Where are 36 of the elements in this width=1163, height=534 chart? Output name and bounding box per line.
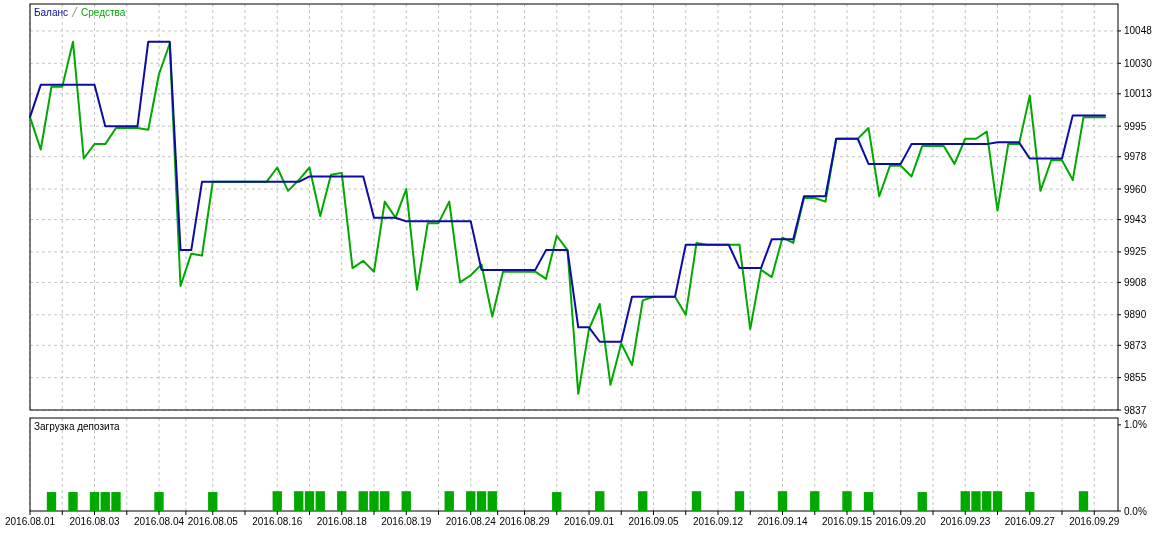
x-tick-label: 2016.08.19 xyxy=(381,516,432,527)
y-tick-label: 0.0% xyxy=(1124,505,1147,517)
x-tick-label: 2016.09.23 xyxy=(940,516,991,527)
y-tick-label: 9978 xyxy=(1124,151,1147,163)
x-tick-label: 2016.09.12 xyxy=(692,516,744,527)
x-tick-label: 2016.08.03 xyxy=(69,516,120,527)
x-tick-label: 2016.09.05 xyxy=(628,516,679,527)
x-tick-label: 2016.08.16 xyxy=(252,516,303,527)
y-tick-label: 1.0% xyxy=(1124,419,1147,431)
x-tick-label: 2016.09.15 xyxy=(821,516,873,527)
x-tick-label: 2016.09.01 xyxy=(563,516,615,527)
y-tick-label: 9995 xyxy=(1124,120,1147,132)
text: Средства xyxy=(81,7,126,18)
y-tick-label: 10030 xyxy=(1124,57,1153,69)
y-tick-label: 9873 xyxy=(1124,339,1147,351)
x-tick-label: 2016.09.27 xyxy=(1004,516,1056,527)
chart-title: Загрузка депозита xyxy=(34,421,121,432)
x-tick-label: 2016.08.29 xyxy=(499,516,550,527)
x-tick-label: 2016.08.04 xyxy=(133,516,185,527)
y-tick-label: 9943 xyxy=(1124,214,1147,226)
y-tick-label: 9855 xyxy=(1124,372,1147,384)
y-tick-label: 9925 xyxy=(1124,246,1147,258)
x-tick-label: 2016.08.18 xyxy=(316,516,368,527)
x-tick-label: 2016.09.29 xyxy=(1069,516,1120,527)
x-tick-label: 2016.09.14 xyxy=(757,516,808,527)
x-tick-label: 2016.08.24 xyxy=(445,516,497,527)
x-tick-label: 2016.09.20 xyxy=(875,516,927,527)
y-tick-label: 10048 xyxy=(1124,25,1153,37)
y-tick-label: 9908 xyxy=(1124,276,1147,288)
text: Баланс xyxy=(34,7,69,18)
x-tick-label: 2016.08.05 xyxy=(187,516,239,527)
x-tick-label: 2016.08.01 xyxy=(4,516,56,527)
y-tick-label: 9890 xyxy=(1124,309,1147,321)
y-tick-label: 9837 xyxy=(1124,404,1147,416)
y-tick-label: 10013 xyxy=(1124,88,1153,100)
y-tick-label: 9960 xyxy=(1124,183,1147,195)
